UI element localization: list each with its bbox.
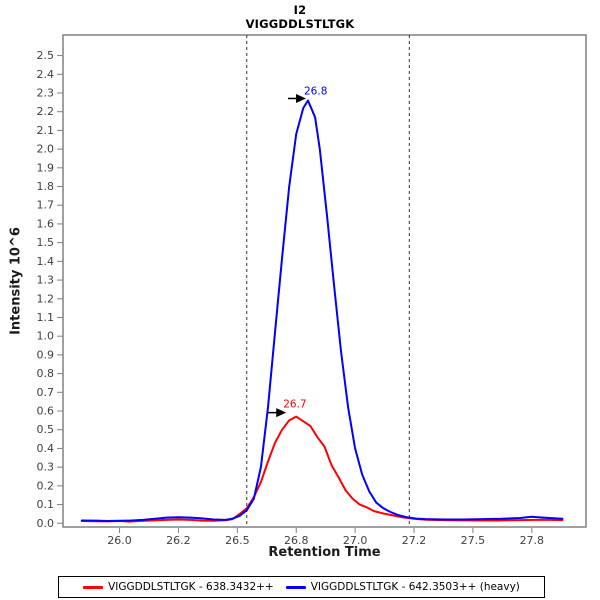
y-tick-label: 0.1	[37, 498, 55, 511]
y-tick-label: 0.6	[37, 405, 55, 418]
y-tick-label: 0.0	[37, 517, 55, 530]
peak-annotation-26.7[interactable]: 26.7	[268, 399, 307, 418]
y-tick-label: 1.5	[37, 236, 55, 249]
plot-area[interactable]	[62, 34, 587, 528]
y-tick-label: 0.8	[37, 367, 55, 380]
y-tick-label: 1.0	[37, 330, 55, 343]
peak-arrow-icon	[276, 408, 287, 418]
y-axis-title: Intensity 10^6	[8, 227, 24, 335]
peak-annotation-26.8[interactable]: 26.8	[288, 85, 327, 103]
legend-item-light[interactable]: VIGGDDLSTLTGK - 638.3432++	[83, 581, 274, 593]
x-tick-label: 27.5	[461, 534, 486, 547]
y-tick-label: 0.3	[37, 461, 55, 474]
y-tick-label: 1.2	[37, 292, 55, 305]
peak-rt-label[interactable]: 26.7	[283, 399, 306, 411]
peak-arrow-icon	[296, 93, 307, 103]
y-tick-label: 0.5	[37, 423, 55, 436]
y-tick-label: 0.9	[37, 348, 55, 361]
x-axis: 26.0 26.2 26.5 26.8 27.0 27.2 27.5 27.8	[107, 528, 544, 547]
y-tick-label: 2.2	[37, 105, 55, 118]
y-tick-label: 1.9	[37, 161, 55, 174]
y-tick-label: 2.0	[37, 143, 55, 156]
y-tick-label: 2.3	[37, 86, 55, 99]
y-tick-label: 0.2	[37, 479, 55, 492]
chart-subtitle: VIGGDDLSTLTGK	[245, 17, 355, 31]
legend-swatch-light	[83, 585, 104, 589]
legend-label-light: VIGGDDLSTLTGK - 638.3432++	[108, 581, 274, 593]
y-tick-label: 0.4	[37, 442, 55, 455]
series-trace-heavy	[80, 99, 564, 522]
legend: VIGGDDLSTLTGK - 638.3432++ VIGGDDLSTLTGK…	[58, 576, 545, 598]
x-tick-label: 27.0	[343, 534, 368, 547]
y-tick-label: 1.1	[37, 311, 55, 324]
x-tick-label: 27.8	[520, 534, 545, 547]
y-tick-label: 1.7	[37, 199, 55, 212]
y-tick-label: 1.4	[37, 255, 55, 268]
peak-rt-label[interactable]: 26.8	[304, 85, 327, 97]
legend-item-heavy[interactable]: VIGGDDLSTLTGK - 642.3503++ (heavy)	[285, 581, 520, 593]
legend-swatch-heavy	[285, 585, 306, 589]
chart-title: I2	[293, 3, 307, 17]
x-tick-label: 26.8	[284, 534, 309, 547]
x-axis-title: Retention Time	[268, 545, 381, 560]
y-tick-label: 2.1	[37, 124, 55, 137]
x-tick-label: 27.2	[402, 534, 427, 547]
y-tick-label: 2.5	[37, 49, 55, 62]
y-tick-label: 0.7	[37, 386, 55, 399]
chart-header: I2 VIGGDDLSTLTGK	[0, 3, 600, 31]
y-axis: 0.0 0.1 0.2 0.3 0.4 0.5 0.6 0.7 0.8 0.9 1.0 1.1 1.2 1…	[37, 49, 63, 530]
legend-label-heavy: VIGGDDLSTLTGK - 642.3503++ (heavy)	[310, 581, 520, 593]
x-tick-label: 26.5	[225, 534, 250, 547]
y-tick-label: 1.8	[37, 180, 55, 193]
y-tick-label: 2.4	[37, 68, 55, 81]
y-tick-label: 1.3	[37, 274, 55, 287]
x-tick-label: 26.0	[107, 534, 132, 547]
x-tick-label: 26.2	[166, 534, 191, 547]
y-tick-label: 1.6	[37, 217, 55, 230]
